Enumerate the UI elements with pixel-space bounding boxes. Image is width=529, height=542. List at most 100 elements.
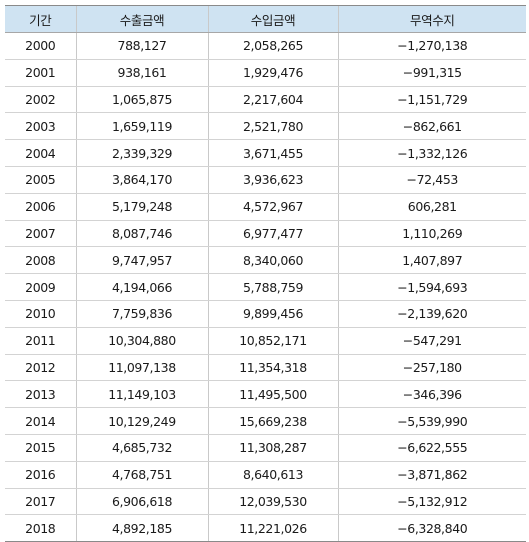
table-row: 2001 938,161 1,929,476 −991,315 — [5, 59, 526, 87]
cell-export-amount: 3,864,170 — [75, 166, 208, 194]
cell-import-amount: 2,058,265 — [207, 32, 338, 60]
cell-period: 2004 — [5, 139, 76, 167]
table-row: 2014 10,129,249 15,669,238 −5,539,990 — [5, 407, 526, 435]
header-export-amount: 수출금액 — [75, 5, 208, 33]
table-row: 2011 10,304,880 10,852,171 −547,291 — [5, 327, 526, 355]
cell-period: 2003 — [5, 112, 76, 141]
trade-balance-table: 기간 수출금액 수입금액 무역수지 2000 788,127 2,058,265 −1… — [5, 5, 526, 542]
cell-period: 2012 — [5, 354, 76, 382]
cell-trade-balance: −5,132,912 — [337, 488, 526, 516]
cell-import-amount: 12,039,530 — [207, 488, 338, 516]
table-row: 2004 2,339,329 3,671,455 −1,332,126 — [5, 139, 526, 167]
table-row: 2013 11,149,103 11,495,500 −346,396 — [5, 380, 526, 409]
cell-export-amount: 10,129,249 — [75, 407, 208, 435]
cell-export-amount: 7,759,836 — [75, 300, 208, 328]
trade-table-container: 기간 수출금액 수입금액 무역수지 2000 788,127 2,058,265 −1… — [5, 5, 526, 542]
cell-import-amount: 1,929,476 — [207, 59, 338, 87]
cell-trade-balance: −991,315 — [337, 59, 526, 87]
cell-export-amount: 788,127 — [75, 32, 208, 60]
cell-period: 2005 — [5, 166, 76, 194]
table-row: 2012 11,097,138 11,354,318 −257,180 — [5, 354, 526, 382]
cell-trade-balance: −6,622,555 — [337, 434, 526, 462]
table-row: 2016 4,768,751 8,640,613 −3,871,862 — [5, 461, 526, 489]
cell-import-amount: 9,899,456 — [207, 300, 338, 328]
cell-period: 2008 — [5, 246, 76, 275]
header-trade-balance: 무역수지 — [337, 5, 526, 33]
cell-period: 2018 — [5, 514, 76, 542]
cell-import-amount: 6,977,477 — [207, 220, 338, 248]
cell-period: 2013 — [5, 380, 76, 409]
cell-trade-balance: −3,871,862 — [337, 461, 526, 489]
cell-export-amount: 4,768,751 — [75, 461, 208, 489]
cell-export-amount: 9,747,957 — [75, 246, 208, 275]
cell-trade-balance: 1,407,897 — [337, 246, 526, 275]
cell-export-amount: 1,659,119 — [75, 112, 208, 141]
cell-export-amount: 938,161 — [75, 59, 208, 87]
cell-trade-balance: −862,661 — [337, 112, 526, 141]
header-import-amount: 수입금액 — [207, 5, 338, 33]
cell-trade-balance: −1,332,126 — [337, 139, 526, 167]
cell-export-amount: 11,097,138 — [75, 354, 208, 382]
cell-import-amount: 11,221,026 — [207, 514, 338, 542]
cell-export-amount: 6,906,618 — [75, 488, 208, 516]
cell-trade-balance: 1,110,269 — [337, 220, 526, 248]
cell-period: 2000 — [5, 32, 76, 60]
cell-export-amount: 10,304,880 — [75, 327, 208, 355]
cell-import-amount: 5,788,759 — [207, 273, 338, 301]
cell-period: 2001 — [5, 59, 76, 87]
cell-export-amount: 2,339,329 — [75, 139, 208, 167]
cell-import-amount: 2,217,604 — [207, 86, 338, 114]
table-row: 2009 4,194,066 5,788,759 −1,594,693 — [5, 273, 526, 301]
table-body: 2000 788,127 2,058,265 −1,270,138 2001 938,16… — [5, 32, 526, 542]
cell-trade-balance: −1,151,729 — [337, 86, 526, 114]
table-row: 2015 4,685,732 11,308,287 −6,622,555 — [5, 434, 526, 462]
table-header: 기간 수출금액 수입금액 무역수지 — [5, 5, 526, 33]
cell-trade-balance: −5,539,990 — [337, 407, 526, 435]
cell-export-amount: 4,892,185 — [75, 514, 208, 542]
cell-period: 2002 — [5, 86, 76, 114]
cell-import-amount: 10,852,171 — [207, 327, 338, 355]
cell-import-amount: 4,572,967 — [207, 193, 338, 221]
cell-trade-balance: 606,281 — [337, 193, 526, 221]
cell-export-amount: 1,065,875 — [75, 86, 208, 114]
table-row: 2018 4,892,185 11,221,026 −6,328,840 — [5, 514, 526, 542]
table-row: 2003 1,659,119 2,521,780 −862,661 — [5, 112, 526, 141]
cell-import-amount: 11,308,287 — [207, 434, 338, 462]
table-row: 2000 788,127 2,058,265 −1,270,138 — [5, 32, 526, 60]
cell-import-amount: 3,936,623 — [207, 166, 338, 194]
cell-trade-balance: −2,139,620 — [337, 300, 526, 328]
header-period: 기간 — [5, 5, 76, 33]
cell-export-amount: 4,685,732 — [75, 434, 208, 462]
cell-period: 2014 — [5, 407, 76, 435]
header-row: 기간 수출금액 수입금액 무역수지 — [5, 5, 526, 33]
cell-export-amount: 11,149,103 — [75, 380, 208, 409]
table-row: 2005 3,864,170 3,936,623 −72,453 — [5, 166, 526, 194]
cell-trade-balance: −257,180 — [337, 354, 526, 382]
table-row: 2017 6,906,618 12,039,530 −5,132,912 — [5, 488, 526, 516]
cell-import-amount: 11,354,318 — [207, 354, 338, 382]
cell-import-amount: 8,640,613 — [207, 461, 338, 489]
table-row: 2008 9,747,957 8,340,060 1,407,897 — [5, 246, 526, 275]
table-row: 2010 7,759,836 9,899,456 −2,139,620 — [5, 300, 526, 328]
cell-period: 2011 — [5, 327, 76, 355]
cell-period: 2006 — [5, 193, 76, 221]
cell-trade-balance: −6,328,840 — [337, 514, 526, 542]
cell-import-amount: 8,340,060 — [207, 246, 338, 275]
cell-trade-balance: −1,270,138 — [337, 32, 526, 60]
cell-period: 2015 — [5, 434, 76, 462]
cell-import-amount: 15,669,238 — [207, 407, 338, 435]
cell-export-amount: 4,194,066 — [75, 273, 208, 301]
cell-period: 2009 — [5, 273, 76, 301]
cell-trade-balance: −1,594,693 — [337, 273, 526, 301]
cell-period: 2010 — [5, 300, 76, 328]
cell-import-amount: 11,495,500 — [207, 380, 338, 409]
cell-period: 2007 — [5, 220, 76, 248]
cell-period: 2017 — [5, 488, 76, 516]
table-row: 2002 1,065,875 2,217,604 −1,151,729 — [5, 86, 526, 114]
cell-trade-balance: −547,291 — [337, 327, 526, 355]
cell-import-amount: 2,521,780 — [207, 112, 338, 141]
table-row: 2006 5,179,248 4,572,967 606,281 — [5, 193, 526, 221]
cell-import-amount: 3,671,455 — [207, 139, 338, 167]
cell-export-amount: 8,087,746 — [75, 220, 208, 248]
cell-export-amount: 5,179,248 — [75, 193, 208, 221]
